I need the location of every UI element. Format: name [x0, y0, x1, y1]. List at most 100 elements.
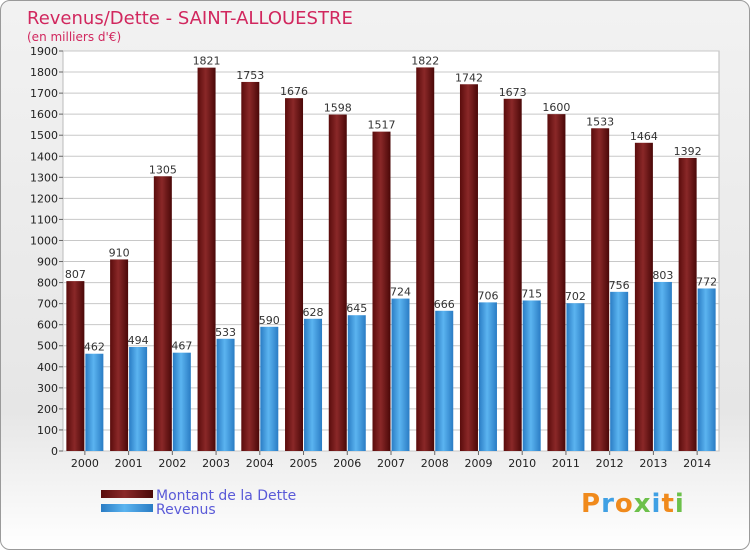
plot-area [62, 50, 720, 452]
y-tick-label: 600 [37, 319, 58, 332]
y-axis-ticks: 0 100 200 300 400 500 600 700 800 900 1000 1100 1200… [30, 45, 58, 458]
chart-title: Revenus/Dette - SAINT-ALLOUESTRE [27, 8, 353, 29]
y-tick-label: 1000 [30, 234, 58, 247]
bar-revenus [697, 288, 716, 451]
y-tick-label: 1400 [30, 150, 58, 163]
legend: Montant de la Dette Revenus [101, 488, 296, 518]
data-label-revenus: 702 [565, 290, 586, 303]
data-label-revenus: 645 [346, 302, 367, 315]
logo-letter: P [581, 489, 602, 519]
data-label-revenus: 467 [171, 340, 192, 353]
data-label-revenus: 706 [477, 289, 498, 302]
data-label-debt: 1676 [280, 85, 308, 98]
x-tick-label: 2014 [683, 457, 711, 470]
bar-revenus [260, 326, 279, 451]
bar-revenus [85, 353, 104, 451]
x-tick-label: 2013 [639, 457, 667, 470]
data-label-debt: 1305 [149, 163, 177, 176]
bar-debt [153, 176, 172, 451]
y-tick-label: 100 [37, 424, 58, 437]
y-tick-label: 1500 [30, 129, 58, 142]
data-label-revenus: 666 [434, 298, 455, 311]
logo-letter: t [661, 489, 675, 519]
bar-debt [503, 98, 522, 451]
x-tick-label: 2001 [115, 457, 143, 470]
bar-debt [591, 128, 610, 451]
bar-debt [678, 157, 697, 451]
y-tick-label: 1300 [30, 171, 58, 184]
data-label-debt: 1598 [324, 102, 352, 115]
data-label-debt: 1392 [674, 145, 702, 158]
y-tick-label: 300 [37, 382, 58, 395]
y-tick-label: 1200 [30, 192, 58, 205]
chart-subtitle: (en milliers d'€) [27, 30, 121, 44]
x-tick-label: 2000 [71, 457, 99, 470]
bar-revenus [391, 298, 410, 451]
bar-debt [634, 142, 653, 451]
y-tick-label: 900 [37, 256, 58, 269]
bar-debt [110, 259, 129, 451]
data-label-debt: 1517 [368, 119, 396, 132]
y-tick-label: 1900 [30, 45, 58, 58]
data-label-debt: 1742 [455, 71, 483, 84]
y-tick-label: 500 [37, 340, 58, 353]
bar-layer [66, 67, 716, 452]
data-labels: 807 462 910 494 1305 467 1821 533 1753 590 1676 628… [65, 54, 717, 353]
logo-letter: o [614, 489, 634, 519]
bar-revenus [435, 310, 454, 451]
x-axis-ticks: 2000 2001 2002 2003 2004 2005 2006 2007 2008 2009… [71, 451, 711, 470]
y-tick-label: 1800 [30, 66, 58, 79]
bar-debt [66, 281, 85, 451]
y-tick-label: 800 [37, 277, 58, 290]
data-label-revenus: 803 [652, 269, 673, 282]
legend-label-revenus: Revenus [156, 502, 216, 518]
data-label-debt: 1533 [586, 115, 614, 128]
legend-label-debt: Montant de la Dette [156, 488, 296, 504]
bar-revenus [304, 318, 323, 451]
bar-debt [285, 98, 304, 451]
data-label-revenus: 724 [390, 286, 411, 299]
bar-revenus [478, 302, 497, 451]
bar-revenus [610, 291, 629, 451]
bar-debt [459, 84, 478, 452]
data-label-revenus: 628 [303, 306, 324, 319]
x-tick-label: 2008 [421, 457, 449, 470]
bar-debt [372, 131, 391, 451]
bar-revenus [216, 338, 235, 451]
y-tick-label: 1100 [30, 213, 58, 226]
y-tick-label: 1700 [30, 87, 58, 100]
x-tick-label: 2004 [246, 457, 274, 470]
bar-revenus [129, 347, 148, 451]
bar-revenus [172, 352, 191, 451]
bar-revenus [347, 315, 366, 451]
y-tick-label: 0 [51, 445, 58, 458]
grid-layer [59, 50, 720, 452]
x-tick-label: 2010 [508, 457, 536, 470]
x-tick-label: 2011 [552, 457, 580, 470]
logo-letter: x [633, 489, 652, 519]
legend-swatch-debt [101, 490, 153, 498]
x-tick-label: 2003 [202, 457, 230, 470]
data-label-revenus: 756 [609, 279, 630, 292]
y-tick-label: 1600 [30, 108, 58, 121]
data-label-debt: 1753 [236, 69, 264, 82]
x-tick-label: 2009 [464, 457, 492, 470]
proxiti-logo: Proxiti [581, 489, 685, 519]
data-label-debt: 1673 [499, 86, 527, 99]
data-label-debt: 1822 [411, 54, 439, 67]
x-tick-label: 2012 [596, 457, 624, 470]
x-tick-label: 2007 [377, 457, 405, 470]
x-tick-label: 2005 [290, 457, 318, 470]
data-label-debt: 1464 [630, 130, 658, 143]
data-label-revenus: 462 [84, 341, 105, 354]
data-label-revenus: 533 [215, 326, 236, 339]
bar-revenus [522, 300, 541, 451]
bar-revenus [566, 303, 585, 451]
data-label-revenus: 772 [696, 275, 717, 288]
y-tick-label: 400 [37, 361, 58, 374]
bar-debt [416, 67, 435, 451]
data-label-debt: 1821 [193, 55, 221, 68]
bar-debt [547, 114, 566, 451]
